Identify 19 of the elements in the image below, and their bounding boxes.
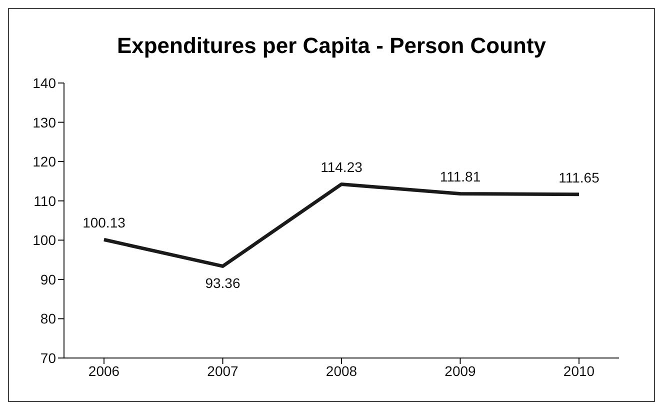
data-label: 100.13 bbox=[82, 214, 126, 231]
x-tick-label: 2007 bbox=[207, 362, 239, 379]
y-tick-label: 140 bbox=[32, 74, 56, 91]
y-tick-label: 110 bbox=[34, 192, 56, 209]
data-label: 114.23 bbox=[320, 159, 363, 176]
y-tick-label: 70 bbox=[40, 350, 56, 366]
x-tick-label: 2010 bbox=[563, 362, 595, 379]
data-label: 93.36 bbox=[205, 275, 240, 292]
x-tick-label: 2009 bbox=[444, 362, 476, 379]
data-label: 111.81 bbox=[440, 168, 481, 185]
x-tick-label: 2006 bbox=[88, 362, 120, 379]
y-tick-label: 100 bbox=[32, 232, 56, 248]
y-tick-label: 130 bbox=[32, 114, 56, 130]
y-tick-label: 80 bbox=[40, 310, 56, 327]
y-tick-label: 90 bbox=[40, 271, 56, 288]
data-label: 111.65 bbox=[558, 169, 600, 186]
y-tick-label: 120 bbox=[32, 154, 56, 170]
x-tick-label: 2008 bbox=[326, 362, 358, 379]
chart-title: Expenditures per Capita - Person County bbox=[116, 33, 548, 60]
